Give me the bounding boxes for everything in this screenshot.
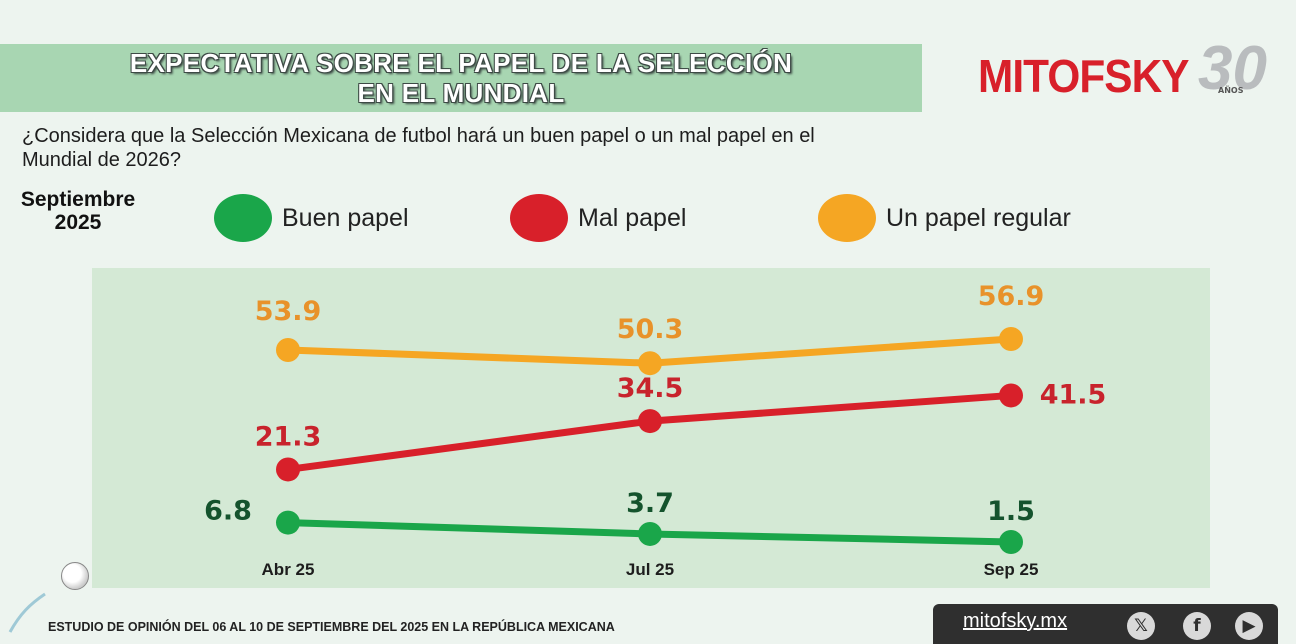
- legend-dot-buen-papel: [214, 194, 272, 242]
- x-tick-label: Abr 25: [262, 560, 315, 579]
- legend-dot-un-papel-regular: [818, 194, 876, 242]
- soccer-ball-icon: [61, 562, 89, 590]
- data-label-mal-papel: 21.3: [255, 421, 322, 452]
- data-label-buen-papel: 3.7: [626, 488, 674, 519]
- x-tick-label: Sep 25: [984, 560, 1039, 579]
- data-label-un-papel-regular: 56.9: [978, 281, 1045, 312]
- data-point-un-papel-regular: [638, 351, 662, 376]
- legend-label-buen-papel: Buen papel: [282, 203, 409, 232]
- title-band: [0, 44, 922, 112]
- x-tick-label: Jul 25: [626, 560, 674, 579]
- data-point-buen-papel: [638, 521, 662, 546]
- legend-item-un-papel-regular: Un papel regular: [818, 194, 1071, 242]
- data-point-buen-papel: [999, 530, 1023, 555]
- data-point-mal-papel: [999, 383, 1023, 408]
- data-label-un-papel-regular: 50.3: [617, 314, 684, 345]
- data-label-mal-papel: 41.5: [1040, 379, 1107, 410]
- title-line-2: EN EL MUNDIAL: [357, 78, 565, 108]
- logo-anos: AÑOS: [1218, 86, 1244, 95]
- data-point-mal-papel: [638, 409, 662, 434]
- period-month: Septiembre: [20, 188, 136, 211]
- data-label-buen-papel: 6.8: [204, 496, 252, 527]
- page-title: EXPECTATIVA SOBRE EL PAPEL DE LA SELECCI…: [40, 48, 882, 108]
- data-label-mal-papel: 34.5: [617, 373, 684, 404]
- footer-study-note: ESTUDIO DE OPINIÓN DEL 06 AL 10 DE SEPTI…: [48, 620, 615, 634]
- swoosh-decoration: [8, 592, 46, 633]
- data-point-mal-papel: [276, 457, 300, 482]
- facebook-icon[interactable]: f: [1183, 612, 1211, 640]
- youtube-icon[interactable]: ▶: [1235, 612, 1263, 640]
- period-year: 2025: [54, 211, 102, 234]
- social-bar: mitofsky.mx 𝕏 f ▶: [933, 604, 1278, 644]
- survey-question: ¿Considera que la Selección Mexicana de …: [22, 125, 815, 171]
- mitofsky-logo: 30 MITOFSKY AÑOS: [978, 36, 1278, 110]
- title-line-1: EXPECTATIVA SOBRE EL PAPEL DE LA SELECCI…: [129, 48, 793, 78]
- x-icon[interactable]: 𝕏: [1127, 612, 1155, 640]
- legend-label-un-papel-regular: Un papel regular: [886, 203, 1071, 232]
- website-link[interactable]: mitofsky.mx: [963, 610, 1068, 632]
- period-label: Septiembre 2025: [4, 188, 152, 234]
- logo-anniversary: 30: [1198, 34, 1267, 103]
- data-point-un-papel-regular: [276, 338, 300, 363]
- legend-item-mal-papel: Mal papel: [510, 194, 686, 242]
- data-label-buen-papel: 1.5: [987, 496, 1035, 527]
- legend-label-mal-papel: Mal papel: [578, 203, 687, 232]
- data-point-un-papel-regular: [999, 327, 1023, 352]
- logo-brand: MITOFSKY: [978, 50, 1189, 102]
- legend-item-buen-papel: Buen papel: [214, 194, 409, 242]
- data-point-buen-papel: [276, 510, 300, 535]
- legend-dot-mal-papel: [510, 194, 568, 242]
- data-label-un-papel-regular: 53.9: [255, 296, 322, 327]
